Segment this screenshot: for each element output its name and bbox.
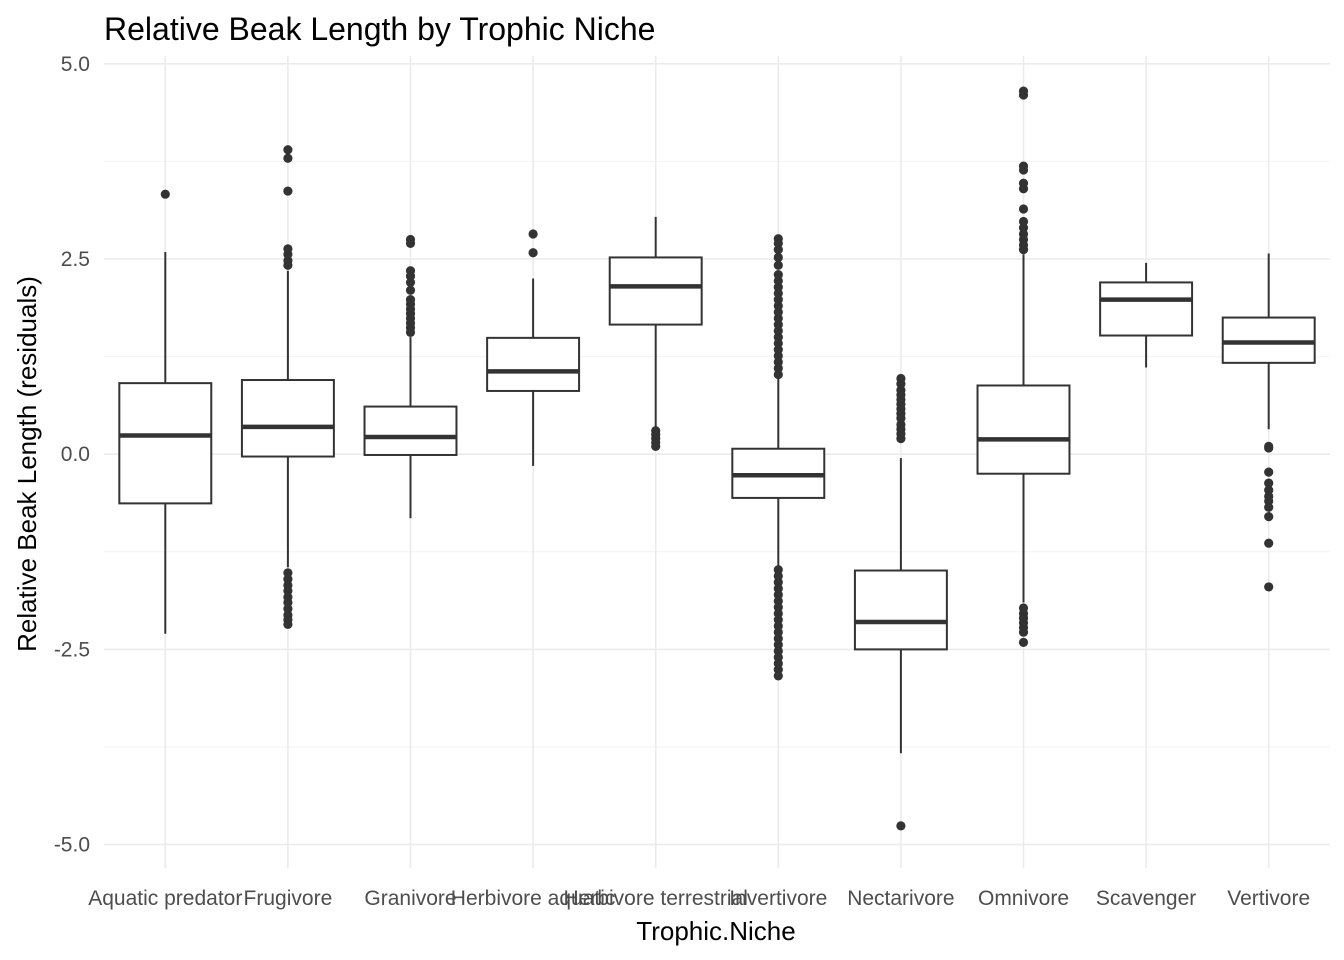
box-group bbox=[486, 229, 581, 466]
outlier-point bbox=[773, 260, 783, 270]
y-tick-label: 5.0 bbox=[61, 53, 90, 76]
outlier-point bbox=[405, 266, 416, 276]
box-group bbox=[976, 86, 1071, 647]
iqr-box bbox=[363, 405, 458, 456]
outlier-point bbox=[1264, 538, 1274, 548]
box-group bbox=[1099, 262, 1194, 368]
outlier-point bbox=[528, 248, 538, 258]
outlier-point bbox=[1264, 467, 1274, 477]
box-group bbox=[363, 234, 458, 519]
outlier-point bbox=[160, 189, 170, 199]
x-tick-label: Herbivore terrestrial bbox=[564, 887, 748, 910]
box-group bbox=[1221, 253, 1316, 592]
box-group bbox=[608, 216, 703, 451]
outlier-point bbox=[1018, 204, 1029, 214]
x-tick-label: Nectarivore bbox=[847, 887, 954, 910]
outlier-point bbox=[773, 270, 783, 280]
iqr-box bbox=[1099, 281, 1194, 337]
x-tick-label: Invertivore bbox=[729, 887, 827, 910]
iqr-box bbox=[608, 256, 703, 326]
outlier-point bbox=[283, 145, 293, 155]
x-axis-title: Trophic.Niche bbox=[636, 916, 795, 946]
boxes bbox=[118, 86, 1316, 831]
box-group bbox=[240, 145, 335, 630]
y-axis-title: Relative Beak Length (residuals) bbox=[12, 276, 42, 652]
iqr-box bbox=[240, 379, 335, 458]
box-group bbox=[853, 373, 948, 831]
outlier-point bbox=[283, 619, 293, 630]
chart-title: Relative Beak Length by Trophic Niche bbox=[104, 11, 655, 47]
outlier-point bbox=[1018, 216, 1029, 227]
iqr-box bbox=[1221, 316, 1316, 364]
outlier-point bbox=[1264, 512, 1274, 522]
x-tick-label: Granivore bbox=[364, 887, 456, 910]
outlier-point bbox=[283, 244, 293, 254]
outlier-point bbox=[651, 426, 661, 436]
y-tick-label: 0.0 bbox=[61, 443, 90, 466]
box-group bbox=[731, 234, 826, 681]
outlier-point bbox=[405, 295, 416, 305]
x-tick-label: Herbivore aquatic bbox=[451, 887, 616, 910]
outlier-point bbox=[773, 234, 783, 244]
outlier-point bbox=[1018, 178, 1029, 188]
outlier-point bbox=[283, 153, 293, 163]
x-tick-label: Vertivore bbox=[1227, 887, 1310, 910]
outlier-point bbox=[405, 234, 416, 245]
outlier-point bbox=[1018, 86, 1029, 96]
y-tick-label: -5.0 bbox=[54, 834, 90, 857]
outlier-point bbox=[773, 671, 783, 681]
outlier-point bbox=[1264, 478, 1274, 488]
box-group bbox=[118, 189, 213, 634]
x-tick-label: Scavenger bbox=[1096, 887, 1196, 910]
y-tick-label: 2.5 bbox=[61, 248, 90, 271]
outlier-point bbox=[528, 229, 538, 239]
x-tick-label: Aquatic predator bbox=[88, 887, 242, 910]
iqr-box bbox=[118, 382, 213, 505]
outlier-point bbox=[1264, 441, 1274, 451]
iqr-box bbox=[486, 336, 581, 392]
outlier-point bbox=[773, 252, 783, 263]
outlier-point bbox=[896, 821, 906, 831]
iqr-box bbox=[976, 384, 1071, 475]
outlier-point bbox=[283, 186, 293, 196]
outlier-point bbox=[405, 285, 416, 295]
outlier-point bbox=[896, 373, 906, 384]
x-tick-label: Frugivore bbox=[244, 887, 333, 910]
x-axis-ticks: Aquatic predator Frugivore GranivoreHerbiv… bbox=[88, 887, 1310, 910]
outlier-point bbox=[1018, 161, 1029, 171]
outlier-point bbox=[1264, 502, 1274, 512]
iqr-box bbox=[853, 569, 948, 651]
outlier-point bbox=[1018, 627, 1029, 637]
outlier-point bbox=[1264, 582, 1274, 592]
outlier-point bbox=[1018, 637, 1029, 647]
y-axis-ticks: -5.0 -2.5 0.0 2.5 5.0 bbox=[54, 53, 90, 857]
x-tick-label: Omnivore bbox=[978, 887, 1069, 910]
y-tick-label: -2.5 bbox=[54, 638, 90, 661]
